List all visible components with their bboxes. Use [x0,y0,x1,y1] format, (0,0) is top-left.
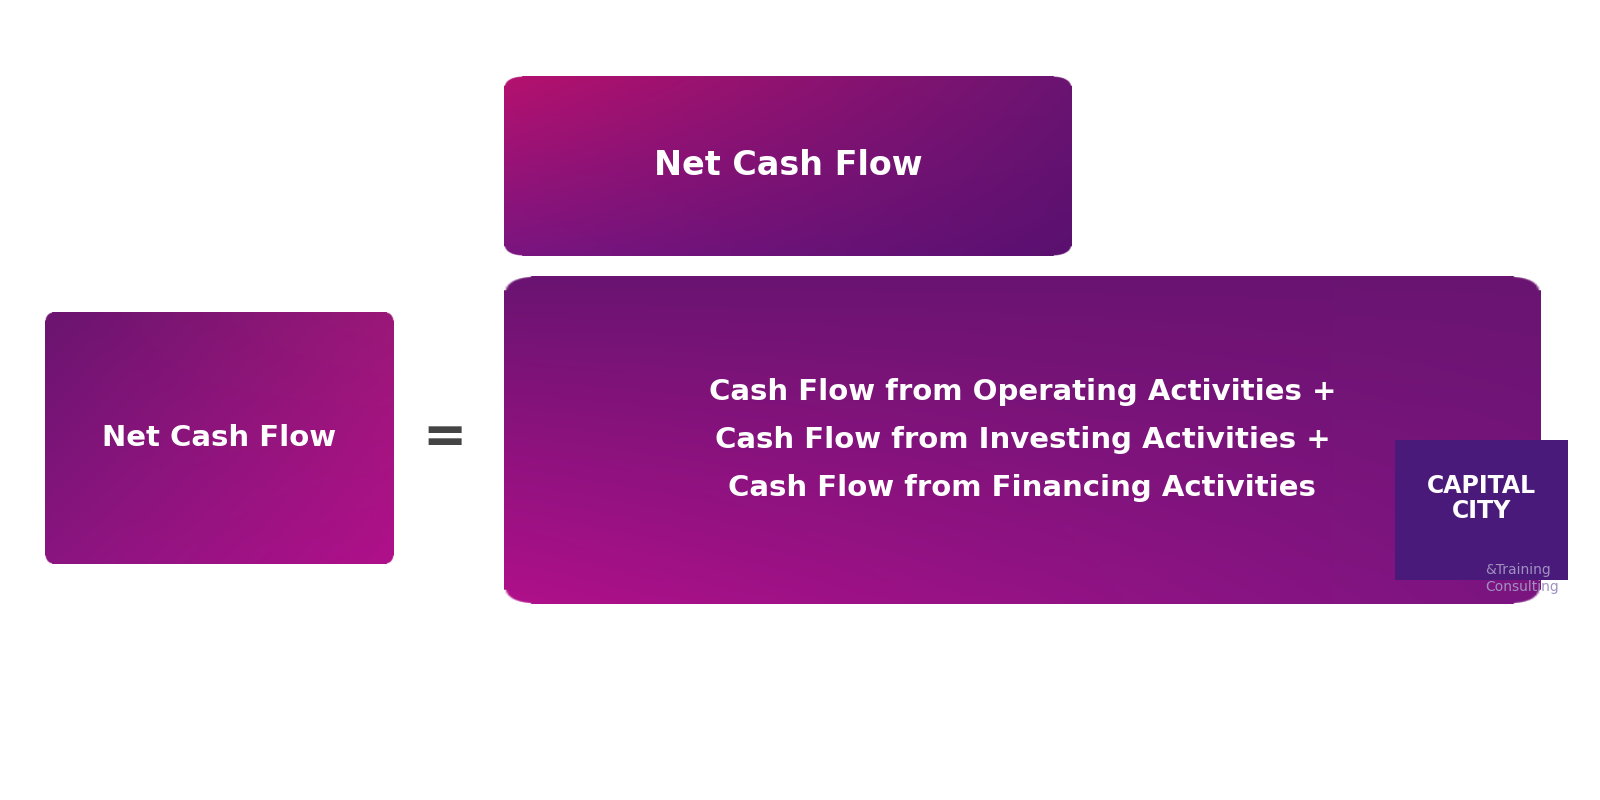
FancyBboxPatch shape [1395,440,1568,580]
Text: Net Cash Flow: Net Cash Flow [654,150,922,182]
Text: Net Cash Flow: Net Cash Flow [102,424,336,452]
Text: Cash Flow from Operating Activities +
Cash Flow from Investing Activities +
Cash: Cash Flow from Operating Activities + Ca… [709,378,1336,502]
Text: &Training
Consulting: &Training Consulting [1485,563,1558,594]
Text: CAPITAL
CITY: CAPITAL CITY [1427,474,1536,523]
Text: =: = [422,411,467,463]
